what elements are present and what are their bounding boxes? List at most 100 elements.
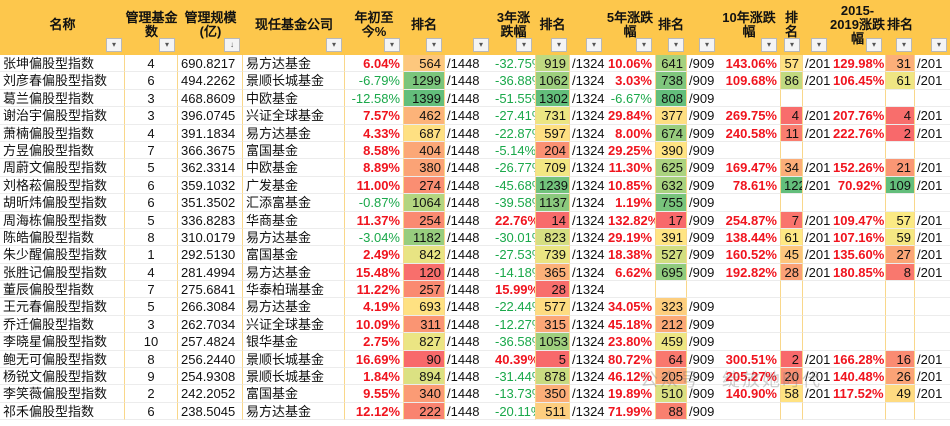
table-row[interactable]: 萧楠偏股型指数 4 391.1834 易方达基金 4.33% 687/1448 -22.87… bbox=[0, 124, 950, 142]
company-cell: 银华基金 bbox=[243, 333, 345, 351]
y3-return-cell: -22.44% bbox=[492, 298, 535, 316]
y10-rank-cell bbox=[780, 89, 803, 108]
y5-rank-total: /909 bbox=[687, 72, 718, 90]
company-cell: 易方达基金 bbox=[243, 263, 345, 282]
filter-dropdown-icon[interactable]: ▾ bbox=[866, 38, 882, 52]
y10-rank-cell bbox=[780, 315, 803, 334]
table-row[interactable]: 张胜记偏股型指数 4 281.4994 易方达基金 15.48% 120/1448 -14.… bbox=[0, 263, 950, 282]
filter-dropdown-icon[interactable]: ▾ bbox=[699, 38, 715, 52]
table-row[interactable]: 鲍无可偏股型指数 8 256.2440 景顺长城基金 16.69% 90/1448 40.3… bbox=[0, 350, 950, 369]
filter-dropdown-icon[interactable]: ▾ bbox=[516, 38, 532, 52]
y1519-rank-total bbox=[915, 403, 950, 421]
y1519-rank-total bbox=[915, 194, 950, 212]
y10-rank-total: /201 bbox=[803, 247, 830, 264]
table-row[interactable]: 葛兰偏股型指数 3 468.8609 中欧基金 -12.58% 1399/1448 -51.… bbox=[0, 89, 950, 108]
ytd-rank-cell: 340 bbox=[403, 385, 445, 403]
table-row[interactable]: 陈皓偏股型指数 8 310.0179 易方达基金 -3.04% 1182/1448 -30.… bbox=[0, 228, 950, 247]
table-row[interactable]: 周海栋偏股型指数 5 336.8283 华商基金 11.37% 254/1448 22.76… bbox=[0, 211, 950, 229]
table-row[interactable]: 周蔚文偏股型指数 5 362.3314 中欧基金 8.89% 380/1448 -26.77… bbox=[0, 159, 950, 177]
y1519-rank-cell bbox=[885, 333, 915, 351]
manager-name-cell: 周蔚文偏股型指数 bbox=[0, 159, 125, 177]
company-cell: 广发基金 bbox=[243, 176, 345, 195]
filter-dropdown-icon[interactable]: ▾ bbox=[473, 38, 489, 52]
y1519-rank-cell bbox=[885, 141, 915, 160]
filter-dropdown-icon[interactable]: ▾ bbox=[326, 38, 342, 52]
aum-cell: 266.3084 bbox=[178, 298, 243, 316]
filter-dropdown-icon[interactable]: ▾ bbox=[106, 38, 122, 52]
filter-dropdown-icon[interactable]: ▾ bbox=[636, 38, 652, 52]
ytd-rank-total: /1448 bbox=[445, 90, 492, 108]
table-row[interactable]: 乔迁偏股型指数 3 262.7034 兴证全球基金 10.09% 311/1448 -12.… bbox=[0, 315, 950, 334]
y5-rank-total: /909 bbox=[687, 298, 718, 316]
fund-count-cell: 5 bbox=[125, 298, 178, 316]
ytd-rank-cell: 842 bbox=[403, 246, 445, 264]
ytd-return-cell: 2.49% bbox=[345, 246, 403, 264]
manager-name-cell: 张坤偏股型指数 bbox=[0, 55, 125, 73]
y5-return-cell bbox=[605, 281, 655, 299]
filter-dropdown-icon[interactable]: ▾ bbox=[896, 38, 912, 52]
y10-rank-total: /201 bbox=[803, 160, 830, 177]
y1519-rank-cell: 21 bbox=[885, 159, 915, 177]
ytd-return-cell: 11.22% bbox=[345, 281, 403, 299]
filter-dropdown-icon[interactable]: ▾ bbox=[811, 38, 827, 52]
table-row[interactable]: 谢治宇偏股型指数 3 396.0745 兴证全球基金 7.57% 462/1448 -27.… bbox=[0, 107, 950, 125]
table-row[interactable]: 李晓星偏股型指数 10 257.4824 银华基金 2.75% 827/1448 -36.5… bbox=[0, 333, 950, 351]
company-cell: 富国基金 bbox=[243, 141, 345, 160]
y3-return-cell: -45.68% bbox=[492, 177, 535, 195]
filter-dropdown-icon[interactable]: ▾ bbox=[668, 38, 684, 52]
y10-rank-cell: 61 bbox=[780, 228, 803, 247]
y10-rank-cell: 58 bbox=[780, 385, 803, 403]
table-row[interactable]: 胡昕炜偏股型指数 6 351.3502 汇添富基金 -0.87% 1064/1448 -39… bbox=[0, 194, 950, 212]
table-row[interactable]: 李笑薇偏股型指数 2 242.2052 富国基金 9.55% 340/1448 -13.73… bbox=[0, 385, 950, 403]
y1519-rank-total: /201 bbox=[915, 159, 950, 177]
manager-name-cell: 鲍无可偏股型指数 bbox=[0, 350, 125, 369]
ytd-rank-cell: 1182 bbox=[403, 228, 445, 247]
table-row[interactable]: 董辰偏股型指数 7 275.6841 华泰柏瑞基金 11.22% 257/1448 15.9… bbox=[0, 281, 950, 299]
y5-rank-total: /909 bbox=[687, 264, 718, 282]
y3-rank-total: /1324 bbox=[570, 160, 605, 177]
filter-dropdown-icon[interactable]: ▾ bbox=[159, 38, 175, 52]
filter-dropdown-icon[interactable]: ▾ bbox=[586, 38, 602, 52]
filter-dropdown-icon[interactable]: ▾ bbox=[551, 38, 567, 52]
table-row[interactable]: 王元春偏股型指数 5 266.3084 易方达基金 4.19% 693/1448 -22.4… bbox=[0, 298, 950, 316]
y1519-rank-total: /201 bbox=[915, 368, 950, 386]
ytd-rank-total: /1448 bbox=[445, 55, 492, 73]
filter-dropdown-icon[interactable]: ▾ bbox=[384, 38, 400, 52]
table-row[interactable]: 方昱偏股型指数 7 366.3675 富国基金 8.58% 404/1448 -5.14% 2… bbox=[0, 141, 950, 160]
filter-dropdown-icon[interactable]: ▾ bbox=[931, 38, 947, 52]
y10-return-cell bbox=[718, 281, 780, 299]
ytd-return-cell: 1.84% bbox=[345, 368, 403, 386]
ytd-return-cell: 16.69% bbox=[345, 351, 403, 369]
company-cell: 易方达基金 bbox=[243, 298, 345, 316]
table-row[interactable]: 刘格菘偏股型指数 6 359.1032 广发基金 11.00% 274/1448 -45.6… bbox=[0, 176, 950, 195]
y1519-rank-total: /201 bbox=[915, 385, 950, 403]
ytd-rank-total: /1448 bbox=[445, 194, 492, 212]
y3-return-cell: -12.27% bbox=[492, 316, 535, 334]
column-header: 3年涨跌幅 ▾ bbox=[492, 0, 535, 55]
y10-rank-total bbox=[803, 403, 830, 421]
y10-rank-total bbox=[803, 333, 830, 351]
y5-rank-total: /909 bbox=[687, 177, 718, 195]
y5-return-cell: 1.19% bbox=[605, 194, 655, 212]
filter-dropdown-icon[interactable]: ▾ bbox=[784, 38, 800, 52]
column-header-label: 5年涨跌幅 bbox=[606, 9, 654, 39]
table-row[interactable]: 祁禾偏股型指数 6 238.5045 易方达基金 12.12% 222/1448 -20.1… bbox=[0, 402, 950, 421]
y10-rank-total: /201 bbox=[803, 177, 830, 195]
y3-rank-cell: 365 bbox=[535, 263, 570, 282]
table-row[interactable]: 刘彦春偏股型指数 6 494.2262 景顺长城基金 -6.79% 1299/1448 -3… bbox=[0, 72, 950, 90]
ytd-return-cell: 8.89% bbox=[345, 159, 403, 177]
company-cell: 富国基金 bbox=[243, 385, 345, 403]
y5-rank-total: /909 bbox=[687, 159, 718, 177]
y3-return-cell: 15.99% bbox=[492, 281, 535, 299]
y1519-rank-cell: 26 bbox=[885, 368, 915, 386]
fund-count-cell: 6 bbox=[125, 402, 178, 421]
table-row[interactable]: 杨锐文偏股型指数 9 254.9308 景顺长城基金 1.84% 894/1448 -31.… bbox=[0, 368, 950, 386]
filter-dropdown-icon[interactable]: ▾ bbox=[426, 38, 442, 52]
sort-descending-icon[interactable]: ↓ bbox=[224, 38, 240, 52]
table-row[interactable]: 张坤偏股型指数 4 690.8217 易方达基金 6.04% 564/1448 -32.75… bbox=[0, 55, 950, 73]
y3-rank-cell: 731 bbox=[535, 107, 570, 125]
company-cell: 景顺长城基金 bbox=[243, 350, 345, 369]
filter-dropdown-icon[interactable]: ▾ bbox=[761, 38, 777, 52]
y10-rank-total bbox=[803, 90, 830, 108]
table-row[interactable]: 朱少醒偏股型指数 1 292.5130 富国基金 2.49% 842/1448 -27.53… bbox=[0, 246, 950, 264]
